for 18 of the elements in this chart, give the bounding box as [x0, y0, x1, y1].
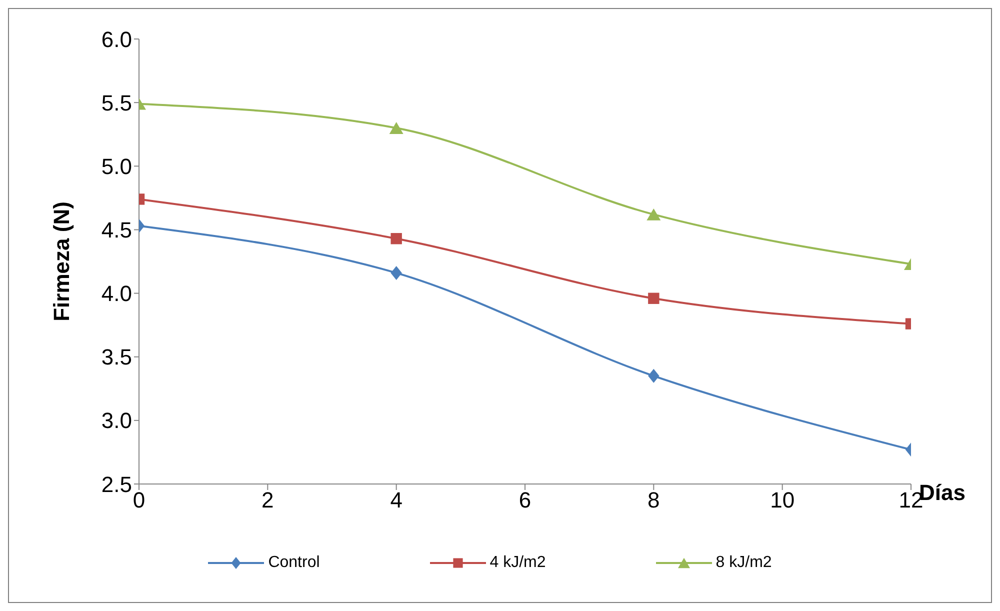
x-tick-label: 10	[770, 488, 795, 513]
x-tick-label: 8	[648, 488, 660, 513]
x-tick-label: 6	[518, 488, 532, 513]
y-tick-label: 5.5	[101, 90, 132, 116]
y-tick-label: 6.0	[101, 26, 132, 52]
x-tick-label: 0	[132, 488, 146, 513]
legend-label: Control	[268, 554, 320, 572]
y-tick-label: 2.5	[101, 472, 132, 497]
y-tick-label: 3.5	[101, 344, 132, 370]
legend-label: 4 kJ/m2	[490, 554, 546, 572]
x-tick-label: 2	[262, 488, 274, 513]
y-tick-label: 3.0	[101, 408, 132, 434]
x-tick-label: 4	[390, 488, 402, 513]
y-axis-title: Firmeza (N)	[48, 202, 74, 322]
y-tick-label: 5.0	[101, 154, 132, 179]
legend-label: 8 kJ/m2	[716, 554, 772, 572]
y-tick-label: 4.5	[101, 218, 132, 243]
y-tick-label: 4.0	[101, 281, 132, 306]
